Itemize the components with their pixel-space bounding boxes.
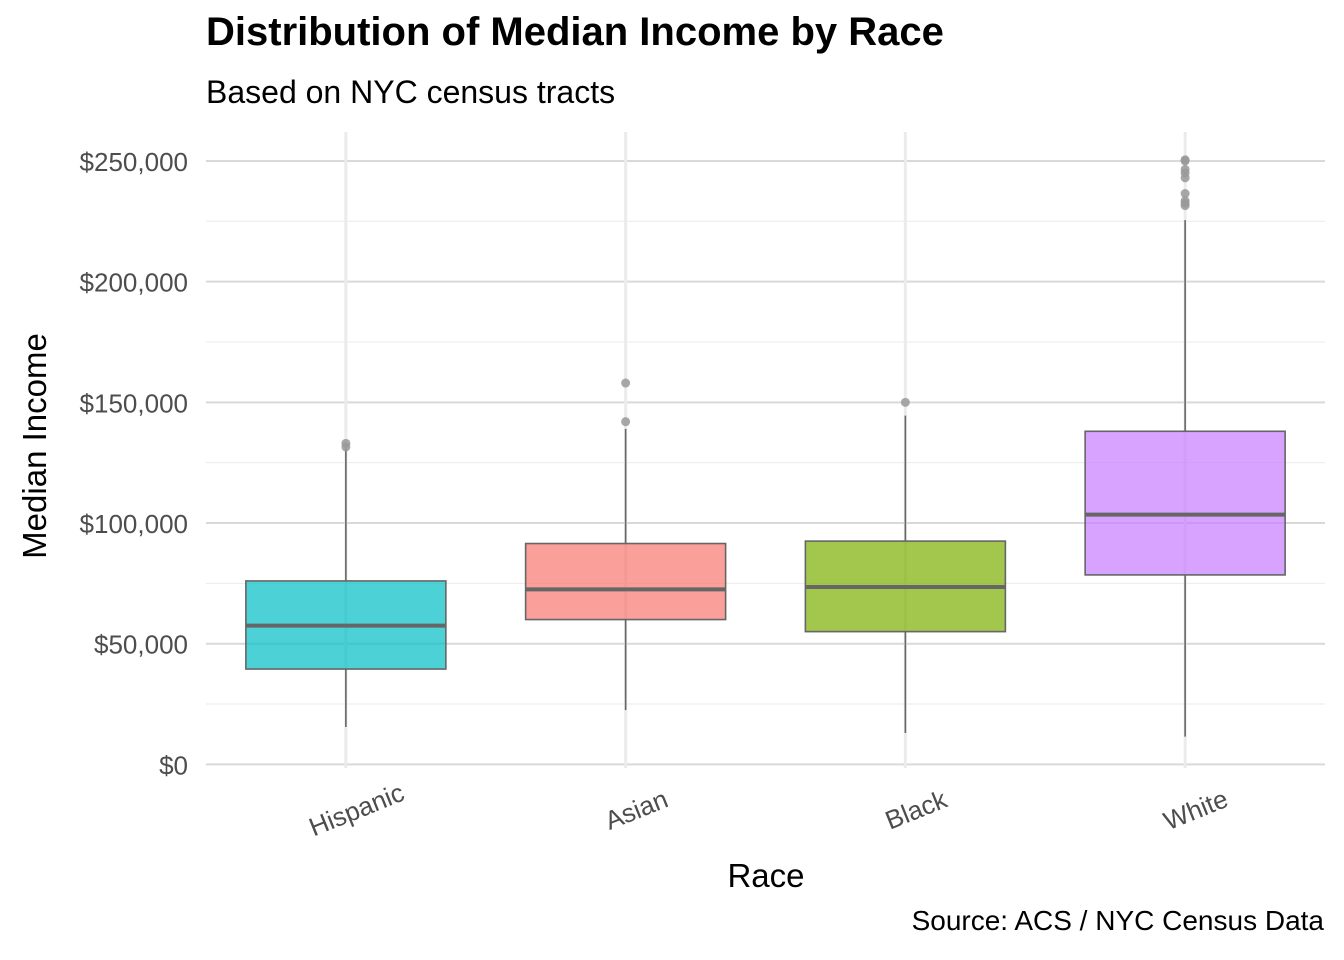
x-tick-label: Hispanic <box>305 777 409 842</box>
box-white <box>1084 155 1286 737</box>
outlier-point <box>1180 164 1190 174</box>
chart-subtitle: Based on NYC census tracts <box>206 74 616 110</box>
boxes <box>245 155 1286 737</box>
outlier-point <box>621 417 631 427</box>
axes: $0 $50,000 $100,000 $150,000 $200,000 $250,00… <box>80 147 1233 842</box>
y-tick-label: $100,000 <box>80 509 188 539</box>
outlier-point <box>341 438 351 448</box>
iqr-box <box>1084 430 1286 576</box>
iqr-box <box>524 542 727 621</box>
y-tick-label: $250,000 <box>80 147 188 177</box>
outlier-point <box>621 378 631 388</box>
chart-caption: Source: ACS / NYC Census Data <box>911 905 1324 936</box>
x-axis-title: Race <box>727 857 804 894</box>
box-black <box>804 397 1007 734</box>
y-tick-label: $200,000 <box>80 268 188 298</box>
outlier-point <box>1180 189 1190 199</box>
box-hispanic <box>245 438 447 727</box>
outlier-point <box>1180 196 1190 206</box>
y-tick-label: $50,000 <box>94 630 188 660</box>
y-tick-label: $0 <box>159 750 188 780</box>
x-tick-label: Asian <box>600 784 672 836</box>
y-axis-title: Median Income <box>16 333 53 559</box>
y-tick-label: $150,000 <box>80 388 188 418</box>
x-tick-label: White <box>1159 783 1232 836</box>
chart-title: Distribution of Median Income by Race <box>206 10 944 54</box>
outlier-point <box>900 397 910 407</box>
box-asian <box>524 378 727 711</box>
outlier-point <box>1180 155 1190 165</box>
x-tick-label: Black <box>881 783 952 835</box>
